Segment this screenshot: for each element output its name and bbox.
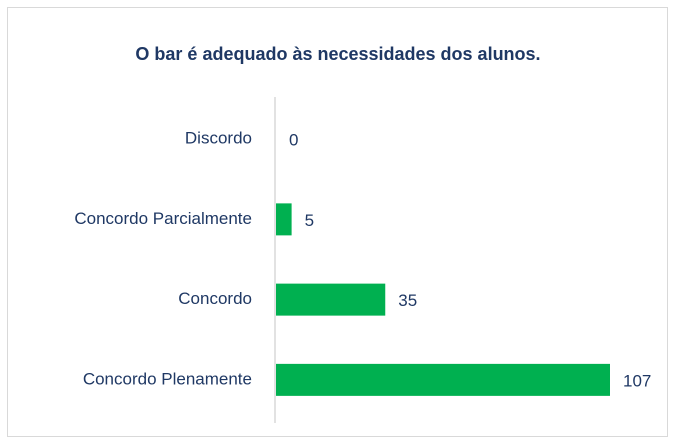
category-label: Discordo [185,129,252,148]
bar [276,363,610,396]
chart-title: O bar é adequado às necessidades dos alu… [135,44,540,64]
value-label: 5 [305,211,314,230]
value-label: 107 [623,371,651,390]
value-label: 0 [289,131,298,150]
category-label: Concordo Parcialmente [74,209,252,228]
value-label: 35 [398,291,417,310]
bar [276,203,292,236]
category-label: Concordo [178,289,252,308]
bar [276,283,386,316]
category-label: Concordo Plenamente [83,369,252,388]
